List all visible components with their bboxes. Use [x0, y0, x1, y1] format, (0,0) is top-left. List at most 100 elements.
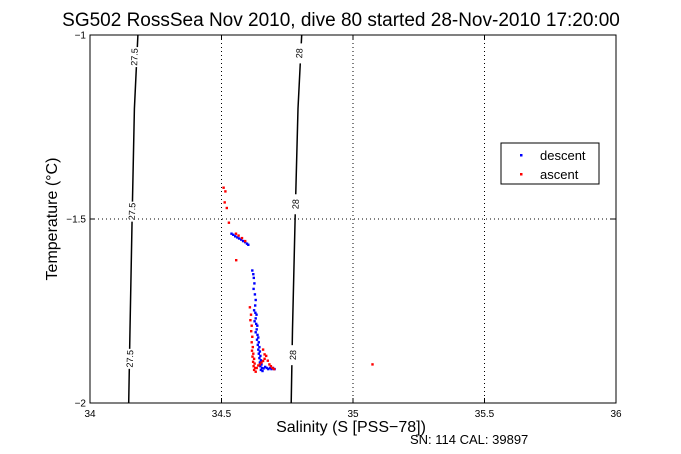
descent-point	[259, 354, 262, 358]
descent-point	[262, 367, 265, 370]
serial-calibration-note: SN: 114 CAL: 39897	[410, 432, 528, 447]
y-tick-label: −2	[75, 399, 87, 410]
descent-point	[255, 322, 258, 326]
descent-point	[257, 336, 260, 339]
x-tick-label: 34.5	[212, 409, 232, 420]
descent-point	[240, 238, 243, 241]
contour-label: 27.5	[125, 350, 136, 368]
ascent-point	[249, 313, 253, 316]
ascent-point	[251, 355, 254, 358]
data-points	[222, 186, 374, 373]
contour-label: 28	[294, 48, 304, 58]
descent-point	[253, 320, 256, 323]
y-tick-label: −1.5	[66, 215, 86, 226]
ascent-point	[223, 201, 226, 204]
descent-point	[265, 366, 268, 370]
ascent-point	[250, 330, 253, 333]
ascent-point	[261, 348, 265, 351]
ascent-point	[253, 362, 256, 365]
descent-point	[257, 348, 260, 351]
descent-point	[253, 293, 257, 296]
descent-point	[258, 345, 261, 349]
contour-label: 28	[288, 350, 298, 360]
legend-marker-ascent	[520, 173, 523, 176]
descent-point	[247, 243, 250, 246]
x-tick-label: 34	[84, 409, 96, 420]
ascent-point	[250, 324, 253, 327]
legend-label-descent: descent	[540, 148, 586, 163]
ascent-point	[265, 354, 268, 358]
descent-point	[254, 317, 257, 320]
y-axis-ticks: −2 −1.5 −1	[66, 31, 616, 410]
x-tick-label: 35.5	[475, 409, 495, 420]
y-axis-label: Temperature (°C)	[44, 158, 61, 281]
descent-point	[268, 366, 272, 370]
descent-point	[234, 235, 237, 238]
ascent-point	[222, 186, 225, 189]
contour-label-gap	[129, 47, 140, 68]
descent-point	[258, 361, 262, 364]
contour-label-gap	[294, 43, 305, 64]
descent-point	[255, 313, 258, 316]
ascent-point	[225, 206, 228, 210]
ascent-point	[244, 239, 247, 243]
ascent-point	[271, 366, 274, 370]
descent-point	[256, 324, 259, 327]
descent-point	[252, 309, 256, 312]
ascent-point	[224, 190, 227, 193]
ascent-point	[227, 221, 231, 224]
ascent-point	[252, 365, 255, 368]
density-contours: 27.5 27.5 27.5 28 28 28	[125, 34, 305, 404]
descent-point	[257, 341, 260, 344]
ascent-point	[240, 236, 244, 240]
descent-point	[251, 269, 254, 272]
ascent-point	[266, 359, 269, 362]
ascent-point	[257, 364, 260, 367]
descent-point	[261, 369, 264, 373]
ascent-point	[251, 360, 255, 363]
ascent-point	[254, 366, 257, 370]
contour-label-gap	[288, 345, 299, 366]
descent-point	[252, 287, 255, 291]
grid-lines	[90, 35, 616, 403]
ascent-point	[263, 353, 266, 356]
y-tick-label: −1	[75, 31, 87, 42]
legend: descent ascent	[500, 142, 600, 185]
ascent-point	[251, 335, 254, 338]
descent-point	[254, 298, 257, 302]
descent-point	[264, 365, 267, 369]
contour-label-gap	[290, 194, 301, 215]
descent-point	[259, 365, 262, 368]
descent-point	[260, 366, 264, 370]
ascent-point	[251, 345, 254, 349]
descent-point	[267, 367, 270, 371]
ascent-point	[248, 306, 252, 309]
ascent-point	[268, 363, 271, 366]
ascent-point	[371, 363, 374, 366]
ascent-point	[252, 352, 255, 355]
descent-point	[255, 338, 259, 341]
ascent-point	[254, 370, 257, 373]
ascent-point	[263, 357, 266, 360]
x-axis-label: Salinity (S [PSS−78])	[276, 419, 426, 436]
descent-point	[255, 328, 258, 331]
contour-label: 27.5	[129, 48, 140, 66]
descent-point	[258, 356, 261, 360]
ascent-point	[255, 366, 258, 370]
contour-label: 27.5	[127, 203, 138, 221]
descent-point	[252, 273, 255, 276]
ascent-point	[234, 232, 238, 235]
ascent-point	[250, 341, 253, 344]
descent-point	[256, 333, 259, 337]
contour-label-gap	[127, 201, 138, 222]
descent-point	[254, 304, 257, 307]
ascent-point	[260, 361, 263, 364]
ascent-point	[249, 319, 252, 322]
ascent-point	[252, 368, 256, 372]
descent-point	[237, 237, 241, 240]
descent-point	[253, 282, 256, 285]
ascent-point	[261, 359, 265, 363]
ascent-point	[250, 349, 254, 352]
descent-point	[258, 350, 262, 353]
descent-point	[230, 232, 233, 235]
